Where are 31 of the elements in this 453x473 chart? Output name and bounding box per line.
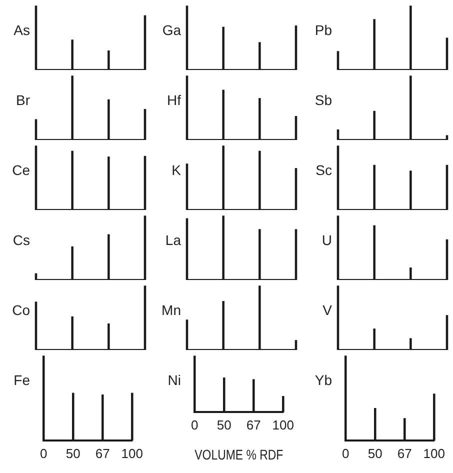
y-axis-title: Mn xyxy=(160,302,182,318)
y-axis-title: V xyxy=(322,302,333,318)
x-axis-title: VOLUME % RDF xyxy=(194,446,284,463)
y-axis-title: Fe xyxy=(12,372,31,388)
x-tick-label: 50 xyxy=(368,446,382,461)
y-axis-title: Sc xyxy=(314,162,333,178)
y-axis-title: Hf xyxy=(166,92,182,108)
y-axis-title: Co xyxy=(11,302,31,318)
y-axis-title: K xyxy=(170,162,182,178)
y-axis-title: As xyxy=(12,22,31,38)
y-axis-title: Pb xyxy=(314,22,333,38)
x-tick-label: 0 xyxy=(342,446,350,461)
x-tick-label: 50 xyxy=(216,417,232,432)
x-tick-label: 67 xyxy=(246,417,261,432)
y-axis-title: Ce xyxy=(11,162,31,178)
y-axis-title: La xyxy=(164,232,182,248)
x-tick-label: 0 xyxy=(40,446,48,461)
y-axis-title: U xyxy=(320,232,333,248)
y-axis-title: Cs xyxy=(12,232,31,248)
x-tick-label: 50 xyxy=(66,446,80,461)
y-axis-title: Br xyxy=(15,92,31,108)
x-tick-label: 67 xyxy=(397,446,412,461)
x-tick-label: 100 xyxy=(121,446,144,461)
x-tick-label: 100 xyxy=(423,446,446,461)
y-axis-title: Sb xyxy=(314,92,333,108)
y-axis-title: Ga xyxy=(161,22,182,38)
y-axis-title: Ni xyxy=(166,372,182,388)
x-tick-label: 0 xyxy=(191,417,198,432)
x-tick-label: 67 xyxy=(95,446,110,461)
y-axis-title: Yb xyxy=(314,372,333,388)
x-tick-label: 100 xyxy=(272,417,294,432)
